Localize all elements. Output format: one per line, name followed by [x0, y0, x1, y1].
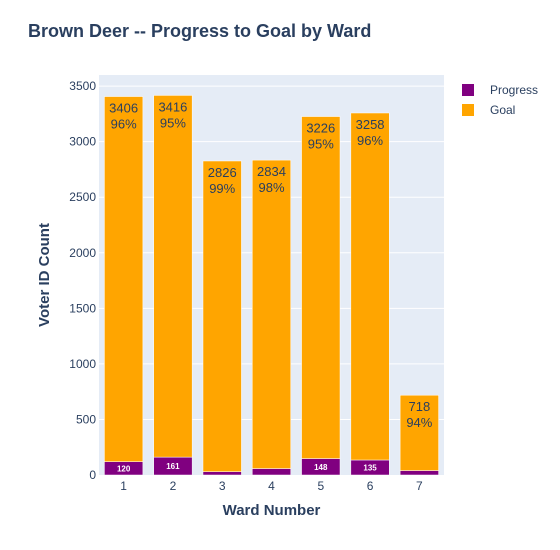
progress-bar-ward-3[interactable] — [202, 471, 242, 476]
x-tick-label: 1 — [120, 479, 127, 493]
goal-bar-ward-2[interactable] — [153, 95, 193, 458]
legend-label-goal: Goal — [490, 103, 516, 117]
goal-bar-ward-5[interactable] — [301, 116, 341, 459]
x-tick-label: 5 — [317, 479, 324, 493]
progress-bar-ward-4[interactable] — [252, 468, 291, 476]
y-tick-labels: 0 500 1000 1500 2000 2500 3000 3500 — [69, 79, 96, 482]
legend-label-progress: Progress — [490, 83, 539, 97]
progress-bar-ward-7[interactable] — [399, 470, 439, 476]
goal-bar-ward-1[interactable] — [104, 96, 144, 462]
x-tick-label: 7 — [416, 479, 423, 493]
legend-item-goal[interactable]: Goal — [462, 100, 538, 120]
goal-label: 3406 96% — [109, 101, 138, 132]
y-axis-title: Voter ID Count — [36, 223, 53, 327]
goal-label: 2826 99% — [208, 165, 237, 196]
y-tick-label: 3000 — [69, 135, 96, 149]
goal-bar-ward-7[interactable] — [399, 394, 439, 471]
goal-bar-ward-6[interactable] — [350, 112, 390, 461]
x-tick-label: 2 — [170, 479, 177, 493]
goal-label: 2834 98% — [257, 164, 286, 195]
goal-label: 3416 95% — [158, 99, 187, 130]
y-tick-label: 3500 — [69, 79, 96, 93]
x-tick-label: 4 — [268, 479, 275, 493]
y-tick-label: 2000 — [69, 246, 96, 260]
x-axis-title: Ward Number — [223, 502, 321, 519]
x-tick-label: 3 — [219, 479, 226, 493]
y-tick-label: 1000 — [69, 357, 96, 371]
progress-label: 120 — [117, 464, 131, 473]
y-tick-label: 500 — [76, 412, 96, 426]
x-tick-labels: 1 2 3 4 5 6 7 — [120, 479, 423, 493]
progress-label: 148 — [314, 463, 328, 472]
legend: Progress Goal — [462, 80, 538, 120]
y-tick-label: 1500 — [69, 301, 96, 315]
legend-item-progress[interactable]: Progress — [462, 80, 538, 100]
legend-swatch-progress — [462, 84, 474, 96]
chart-title: Brown Deer -- Progress to Goal by Ward — [28, 21, 372, 41]
goal-bar-ward-4[interactable] — [252, 159, 291, 469]
goal-label: 3258 96% — [356, 117, 385, 148]
y-tick-label: 2500 — [69, 190, 96, 204]
progress-label: 135 — [363, 464, 377, 473]
y-tick-label: 0 — [89, 468, 96, 482]
goal-bar-ward-3[interactable] — [202, 160, 242, 472]
bars: 120 3406 96% 161 3416 95% 2826 99% 2834 98% 148 322… — [104, 95, 439, 476]
x-tick-label: 6 — [367, 479, 374, 493]
progress-label: 161 — [166, 462, 180, 471]
legend-swatch-goal — [462, 104, 474, 116]
goal-label: 718 94% — [406, 399, 432, 430]
goal-label: 3226 95% — [306, 121, 335, 152]
